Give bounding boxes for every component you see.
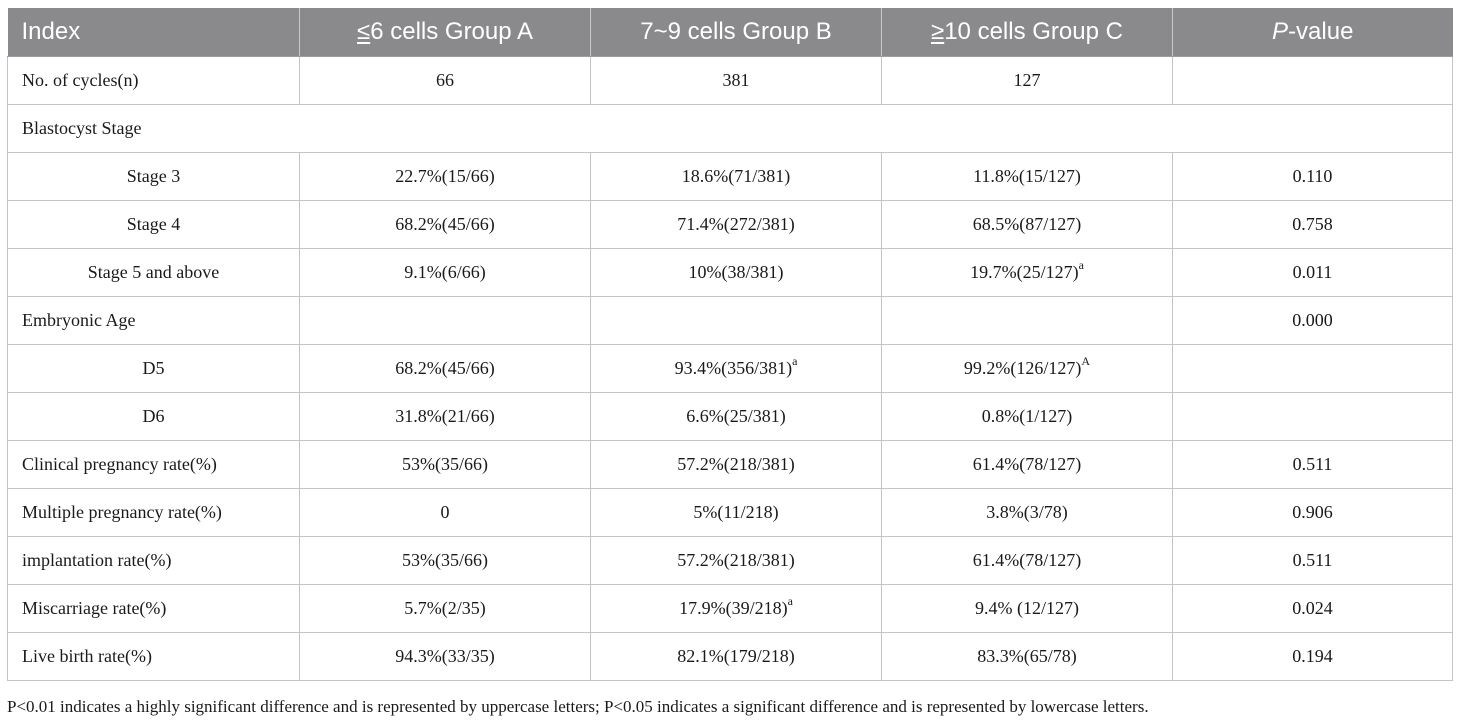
cell-group-b: 17.9%(39/218)a — [590, 584, 882, 633]
table-row: No. of cycles(n) 66 381 127 — [7, 56, 1453, 105]
table-row: D5 68.2%(45/66) 93.4%(356/381)a 99.2%(12… — [7, 344, 1453, 393]
row-label: Stage 4 — [7, 200, 300, 249]
table-header-row: Index ≤6 cells Group A 7~9 cells Group B… — [7, 8, 1453, 57]
section-label: Blastocyst Stage — [7, 104, 1453, 153]
cell-group-a: 53%(35/66) — [299, 440, 591, 489]
table-row: Miscarriage rate(%) 5.7%(2/35) 17.9%(39/… — [7, 584, 1453, 633]
cell-group-b: 57.2%(218/381) — [590, 536, 882, 585]
row-label: Embryonic Age — [7, 296, 300, 345]
row-label: Live birth rate(%) — [7, 632, 300, 681]
cell-group-a: 31.8%(21/66) — [299, 392, 591, 441]
cell-group-a: 53%(35/66) — [299, 536, 591, 585]
cell-group-a: 5.7%(2/35) — [299, 584, 591, 633]
row-label: Multiple pregnancy rate(%) — [7, 488, 300, 537]
cell-p-value: 0.110 — [1172, 152, 1453, 201]
table-row: Multiple pregnancy rate(%) 0 5%(11/218) … — [7, 488, 1453, 537]
significance-marker: A — [1081, 354, 1091, 368]
significance-marker: a — [1078, 258, 1084, 272]
cell-group-b: 57.2%(218/381) — [590, 440, 882, 489]
header-group-a: ≤6 cells Group A — [299, 8, 591, 57]
cell-p-value — [1172, 344, 1453, 393]
le-symbol: ≤ — [357, 18, 371, 45]
cell-group-b: 5%(11/218) — [590, 488, 882, 537]
header-index: Index — [7, 8, 300, 57]
cell-group-c: 127 — [881, 56, 1173, 105]
table-row: implantation rate(%) 53%(35/66) 57.2%(21… — [7, 536, 1453, 585]
row-label: Stage 3 — [7, 152, 300, 201]
cell-group-b: 381 — [590, 56, 882, 105]
cell-group-a: 22.7%(15/66) — [299, 152, 591, 201]
cell-p-value: 0.011 — [1172, 248, 1453, 297]
row-label: Miscarriage rate(%) — [7, 584, 300, 633]
cell-group-c: 11.8%(15/127) — [881, 152, 1173, 201]
cell-p-value — [1172, 56, 1453, 105]
table-row: Live birth rate(%) 94.3%(33/35) 82.1%(17… — [7, 632, 1453, 681]
table-row: Stage 4 68.2%(45/66) 71.4%(272/381) 68.5… — [7, 200, 1453, 249]
cell-group-b: 6.6%(25/381) — [590, 392, 882, 441]
header-p-value: P-value — [1172, 8, 1453, 57]
table-row: Clinical pregnancy rate(%) 53%(35/66) 57… — [7, 440, 1453, 489]
table-row: Stage 5 and above 9.1%(6/66) 10%(38/381)… — [7, 248, 1453, 297]
significance-marker: a — [792, 354, 798, 368]
cell-p-value — [1172, 392, 1453, 441]
cell-group-a: 94.3%(33/35) — [299, 632, 591, 681]
cell-group-b: 10%(38/381) — [590, 248, 882, 297]
ge-symbol: ≥ — [931, 18, 945, 45]
results-table-container: Index ≤6 cells Group A 7~9 cells Group B… — [7, 8, 1453, 681]
cell-group-c: 0.8%(1/127) — [881, 392, 1173, 441]
cell-group-c: 9.4% (12/127) — [881, 584, 1173, 633]
cell-group-c: 99.2%(126/127)A — [881, 344, 1173, 393]
cell-p-value: 0.000 — [1172, 296, 1453, 345]
table-row: Embryonic Age 0.000 — [7, 296, 1453, 345]
cell-group-c: 3.8%(3/78) — [881, 488, 1173, 537]
row-label: Stage 5 and above — [7, 248, 300, 297]
cell-group-c: 83.3%(65/78) — [881, 632, 1173, 681]
row-label: implantation rate(%) — [7, 536, 300, 585]
cell-group-c: 61.4%(78/127) — [881, 536, 1173, 585]
cell-p-value: 0.024 — [1172, 584, 1453, 633]
table-row: D6 31.8%(21/66) 6.6%(25/381) 0.8%(1/127) — [7, 392, 1453, 441]
cell-group-c — [881, 296, 1173, 345]
cell-group-b — [590, 296, 882, 345]
row-label: Clinical pregnancy rate(%) — [7, 440, 300, 489]
results-table: Index ≤6 cells Group A 7~9 cells Group B… — [7, 8, 1453, 681]
cell-group-a: 68.2%(45/66) — [299, 200, 591, 249]
cell-p-value: 0.511 — [1172, 440, 1453, 489]
cell-group-c: 61.4%(78/127) — [881, 440, 1173, 489]
cell-group-b: 71.4%(272/381) — [590, 200, 882, 249]
cell-group-b: 93.4%(356/381)a — [590, 344, 882, 393]
header-group-c: ≥10 cells Group C — [881, 8, 1173, 57]
cell-p-value: 0.194 — [1172, 632, 1453, 681]
section-row: Blastocyst Stage — [7, 104, 1453, 153]
header-group-b: 7~9 cells Group B — [590, 8, 882, 57]
significance-marker: a — [787, 594, 793, 608]
cell-group-a: 0 — [299, 488, 591, 537]
cell-group-c: 68.5%(87/127) — [881, 200, 1173, 249]
cell-group-a: 68.2%(45/66) — [299, 344, 591, 393]
cell-p-value: 0.758 — [1172, 200, 1453, 249]
cell-group-b: 18.6%(71/381) — [590, 152, 882, 201]
cell-group-b: 82.1%(179/218) — [590, 632, 882, 681]
cell-group-a: 66 — [299, 56, 591, 105]
table-row: Stage 3 22.7%(15/66) 18.6%(71/381) 11.8%… — [7, 152, 1453, 201]
row-label: No. of cycles(n) — [7, 56, 300, 105]
cell-group-a — [299, 296, 591, 345]
cell-p-value: 0.511 — [1172, 536, 1453, 585]
row-label: D6 — [7, 392, 300, 441]
cell-group-a: 9.1%(6/66) — [299, 248, 591, 297]
row-label: D5 — [7, 344, 300, 393]
table-footnote: P<0.01 indicates a highly significant di… — [7, 697, 1149, 716]
cell-p-value: 0.906 — [1172, 488, 1453, 537]
cell-group-c: 19.7%(25/127)a — [881, 248, 1173, 297]
